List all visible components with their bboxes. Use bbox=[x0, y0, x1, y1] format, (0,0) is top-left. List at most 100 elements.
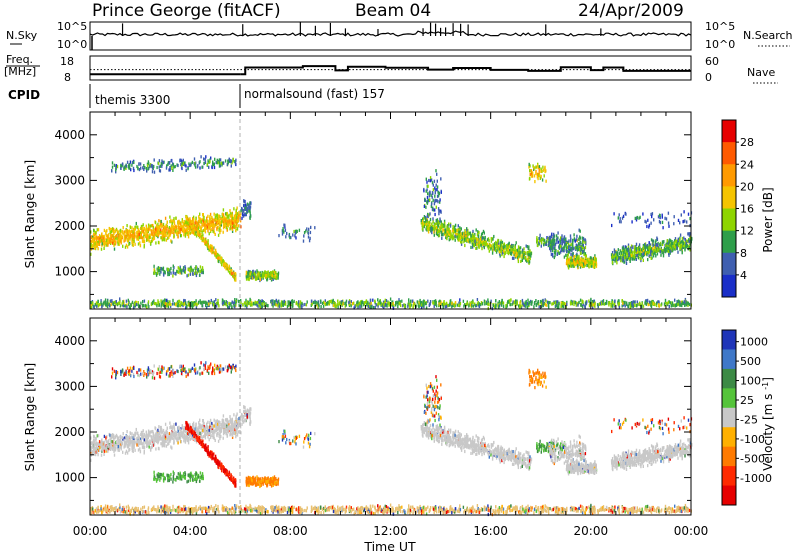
power-echo-cell bbox=[195, 302, 197, 306]
power-echo-cell bbox=[630, 254, 633, 258]
power-echo-cell bbox=[664, 301, 667, 305]
power-echo-cell bbox=[569, 261, 572, 265]
power-echo-cell bbox=[217, 253, 219, 257]
power-echo-cell bbox=[100, 299, 102, 303]
power-echo-cell bbox=[219, 227, 221, 231]
power-echo-cell bbox=[549, 237, 551, 241]
power-echo-cell bbox=[199, 273, 201, 277]
power-echo-cell bbox=[456, 235, 458, 239]
power-echo-cell bbox=[219, 257, 221, 261]
power-echo-cell bbox=[586, 258, 588, 262]
power-echo-cell bbox=[131, 163, 133, 167]
power-echo-cell bbox=[635, 246, 637, 250]
power-echo-cell bbox=[175, 231, 178, 235]
power-echo-cell bbox=[189, 163, 191, 168]
power-echo-cell bbox=[173, 225, 175, 229]
power-echo-cell bbox=[234, 161, 237, 165]
power-echo-cell bbox=[440, 233, 443, 237]
power-echo-cell bbox=[143, 167, 145, 171]
power-echo-cell bbox=[626, 257, 629, 261]
power-echo-cell bbox=[585, 242, 587, 246]
power-echo-cell bbox=[188, 228, 190, 232]
power-echo-cell bbox=[184, 266, 187, 270]
power-echo-cell bbox=[193, 228, 195, 232]
power-echo-cell bbox=[499, 302, 501, 306]
power-echo-cell bbox=[127, 232, 130, 236]
power-echo-cell bbox=[662, 251, 665, 255]
power-echo-cell bbox=[646, 301, 648, 305]
power-echo-cell bbox=[100, 235, 102, 239]
power-echo-cell bbox=[176, 270, 179, 274]
power-echo-cell bbox=[107, 243, 109, 247]
power-echo-cell bbox=[167, 161, 170, 165]
power-echo-cell bbox=[139, 162, 142, 166]
power-echo-cell bbox=[170, 164, 172, 168]
power-echo-cell bbox=[210, 301, 212, 305]
power-echo-cell bbox=[450, 232, 452, 237]
power-echo-cell bbox=[162, 238, 164, 242]
power-echo-cell bbox=[208, 232, 210, 236]
power-echo-cell bbox=[483, 239, 485, 243]
power-echo-cell bbox=[161, 162, 163, 166]
power-echo-cell bbox=[635, 254, 637, 258]
power-echo-cell bbox=[656, 252, 659, 256]
power-echo-cell bbox=[517, 258, 519, 262]
power-echo-cell bbox=[92, 244, 94, 248]
power-echo-cell bbox=[245, 203, 247, 207]
power-echo-cell bbox=[641, 247, 644, 251]
power-echo-cell bbox=[536, 172, 539, 176]
power-echo-cell bbox=[130, 235, 132, 239]
power-echo-cell bbox=[669, 248, 671, 252]
power-echo-cell bbox=[629, 259, 631, 263]
power-echo-cell bbox=[437, 230, 439, 234]
power-echo-cell bbox=[155, 273, 158, 277]
power-echo-cell bbox=[97, 240, 99, 244]
power-echo-cell bbox=[503, 254, 505, 259]
power-echo-cell bbox=[614, 259, 616, 263]
power-echo-cell bbox=[580, 263, 582, 267]
power-echo-cell bbox=[189, 220, 192, 224]
power-echo-cell bbox=[180, 301, 182, 305]
power-echo-cell bbox=[199, 166, 201, 170]
power-echo-cell bbox=[102, 301, 105, 305]
power-echo-cell bbox=[573, 302, 575, 307]
power-echo-cell bbox=[119, 229, 121, 233]
power-echo-cell bbox=[650, 247, 652, 251]
power-echo-cell bbox=[167, 162, 169, 166]
power-echo-cell bbox=[530, 169, 533, 173]
power-echo-cell bbox=[550, 249, 552, 253]
power-echo-cell bbox=[465, 233, 468, 238]
power-echo-cell bbox=[625, 249, 627, 253]
power-echo-cell bbox=[345, 299, 348, 303]
power-echo-cell bbox=[107, 238, 109, 242]
power-echo-cell bbox=[582, 240, 584, 244]
power-echo-cell bbox=[229, 209, 231, 213]
power-echo-cell bbox=[466, 239, 468, 243]
power-echo-cell bbox=[646, 253, 648, 257]
power-echo-cell bbox=[642, 212, 644, 216]
power-echo-cell bbox=[162, 229, 165, 233]
power-echo-cell bbox=[158, 159, 161, 163]
power-echo-cell bbox=[114, 235, 116, 239]
power-echo-cell bbox=[98, 234, 101, 238]
power-echo-cell bbox=[168, 161, 170, 165]
power-echo-cell bbox=[472, 239, 475, 243]
power-echo-cell bbox=[658, 220, 661, 224]
power-echo-cell bbox=[517, 259, 520, 264]
power-echo-cell bbox=[529, 256, 531, 261]
power-echo-cell bbox=[232, 225, 234, 229]
power-echo-cell bbox=[469, 238, 472, 242]
power-echo-cell bbox=[158, 169, 161, 173]
power-echo-cell bbox=[173, 221, 176, 226]
power-echo-cell bbox=[231, 212, 233, 216]
power-echo-cell bbox=[275, 298, 277, 302]
power-echo-cell bbox=[438, 229, 440, 234]
power-echo-cell bbox=[422, 302, 424, 306]
power-echo-cell bbox=[616, 261, 618, 265]
power-echo-cell bbox=[261, 270, 263, 275]
power-echo-cell bbox=[160, 222, 163, 226]
power-echo-cell bbox=[496, 246, 499, 250]
power-echo-cell bbox=[194, 232, 196, 236]
power-echo-cell bbox=[126, 160, 129, 164]
power-echo-cell bbox=[90, 302, 92, 306]
